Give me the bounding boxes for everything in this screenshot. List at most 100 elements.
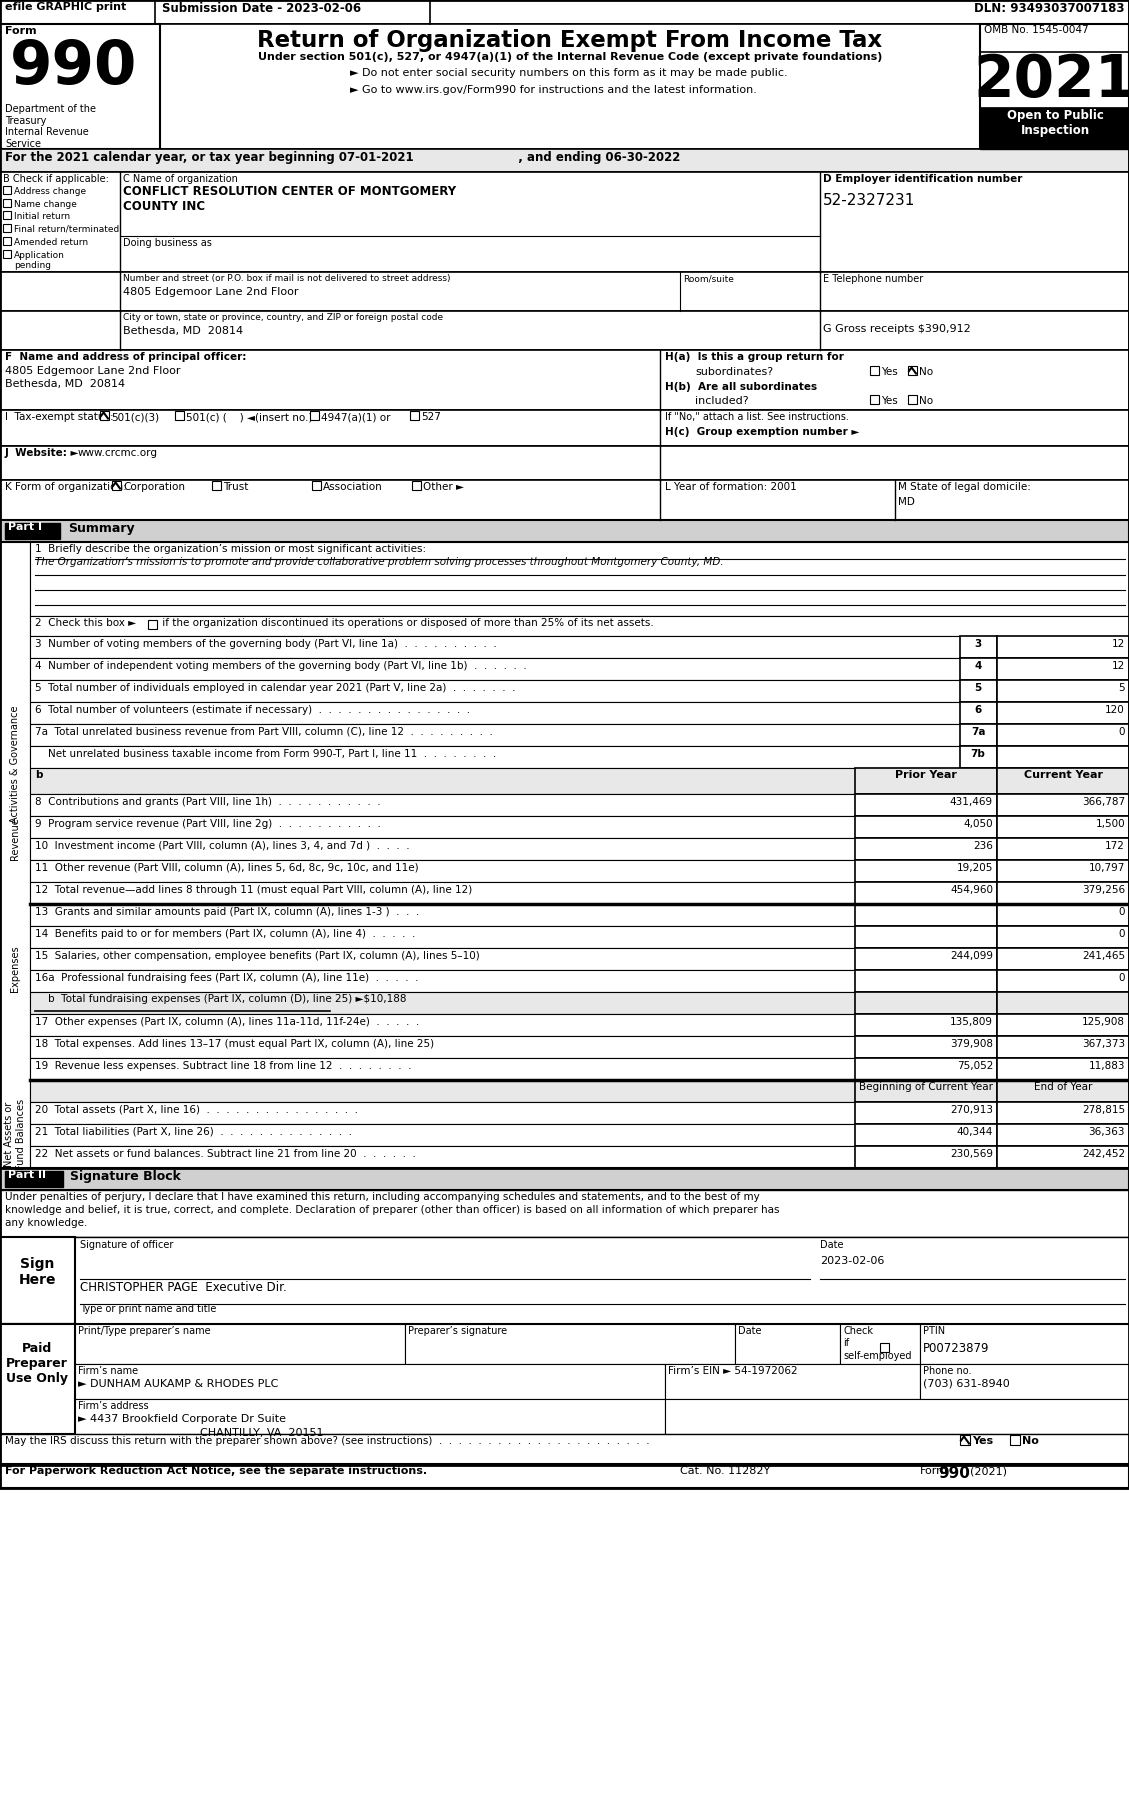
Text: P00723879: P00723879 [924,1342,989,1355]
Text: 11,883: 11,883 [1088,1061,1124,1070]
Text: 10  Investment income (Part VIII, column (A), lines 3, 4, and 7d )  .  .  .  .: 10 Investment income (Part VIII, column … [35,842,410,851]
Text: No: No [919,395,934,406]
Text: Initial return: Initial return [14,212,70,221]
Bar [0,1324,75,1435]
Bar [855,903,997,925]
Bar [410,412,419,421]
Text: Part I: Part I [8,522,42,532]
Text: b: b [35,769,43,780]
Bar [0,1237,1129,1324]
Text: 5: 5 [1119,684,1124,693]
Text: if the organization discontinued its operations or disposed of more than 25% of : if the organization discontinued its ope… [159,619,654,628]
Bar [30,542,1129,617]
Text: 270,913: 270,913 [949,1105,994,1116]
Bar [855,860,997,882]
Text: 20  Total assets (Part X, line 16)  .  .  .  .  .  .  .  .  .  .  .  .  .  .  . : 20 Total assets (Part X, line 16) . . . … [35,1105,358,1116]
Text: 278,815: 278,815 [1082,1105,1124,1116]
Bar [855,1101,997,1125]
Text: 367,373: 367,373 [1082,1039,1124,1048]
Text: Amended return: Amended return [14,238,88,247]
Text: B Check if applicable:: B Check if applicable: [3,174,108,183]
Bar [855,992,997,1014]
Text: 2  Check this box ►: 2 Check this box ► [35,619,137,628]
Text: Sign
Here: Sign Here [18,1257,55,1288]
Bar [30,746,960,767]
Text: For the 2021 calendar year, or tax year beginning 07-01-2021: For the 2021 calendar year, or tax year … [5,151,413,163]
Bar [997,992,1129,1014]
Text: 7a  Total unrelated business revenue from Part VIII, column (C), line 12  .  .  : 7a Total unrelated business revenue from… [35,727,493,736]
Text: K Form of organization:: K Form of organization: [5,483,126,492]
Bar [30,1101,855,1125]
Text: Form: Form [5,25,36,36]
Text: 2021: 2021 [974,53,1129,109]
Text: Submission Date - 2023-02-06: Submission Date - 2023-02-06 [161,2,361,15]
Text: Expenses: Expenses [10,945,20,992]
Text: Preparer’s signature: Preparer’s signature [408,1326,507,1335]
Bar [30,970,855,992]
Bar [30,816,855,838]
Text: Cat. No. 11282Y: Cat. No. 11282Y [680,1466,770,1477]
Bar [0,350,1129,410]
Text: F  Name and address of principal officer:: F Name and address of principal officer: [5,352,246,363]
Text: , and ending 06-30-2022: , and ending 06-30-2022 [510,151,681,163]
Bar [0,172,1129,272]
Text: 36,363: 36,363 [1088,1126,1124,1137]
Text: If "No," attach a list. See instructions.: If "No," attach a list. See instructions… [665,412,849,423]
Text: No: No [919,366,934,377]
Text: Other ►: Other ► [423,483,464,492]
Bar [997,1036,1129,1058]
Text: (703) 631-8940: (703) 631-8940 [924,1379,1009,1390]
Bar [0,1464,1129,1487]
Bar [855,949,997,970]
Text: 241,465: 241,465 [1082,951,1124,961]
Text: Trust: Trust [224,483,248,492]
Text: 0: 0 [1119,727,1124,736]
Bar [100,412,110,421]
Text: Net unrelated business taxable income from Form 990-T, Part I, line 11  .  .  . : Net unrelated business taxable income fr… [35,749,497,758]
Text: H(a)  Is this a group return for: H(a) Is this a group return for [665,352,843,363]
Bar [30,1036,855,1058]
Text: 7b: 7b [971,749,986,758]
Bar [840,1324,920,1364]
Text: No: No [1022,1437,1039,1446]
Bar [0,1435,1129,1464]
Bar [908,395,917,405]
Bar [0,542,30,1194]
Text: Summary: Summary [68,522,134,535]
Text: 9  Program service revenue (Part VIII, line 2g)  .  .  .  .  .  .  .  .  .  .  .: 9 Program service revenue (Part VIII, li… [35,818,380,829]
Text: 19,205: 19,205 [956,863,994,873]
Bar [75,1324,405,1364]
Text: (2021): (2021) [970,1466,1007,1477]
Bar [997,1125,1129,1146]
Text: 75,052: 75,052 [956,1061,994,1070]
Bar [30,767,960,795]
Text: 120: 120 [1105,706,1124,715]
Bar [997,1101,1129,1125]
Bar [30,680,960,702]
Text: ► 4437 Brookfield Corporate Dr Suite: ► 4437 Brookfield Corporate Dr Suite [78,1413,286,1424]
Text: 6: 6 [974,706,981,715]
Bar [3,187,11,194]
Bar [665,1399,1129,1435]
Text: 4,050: 4,050 [963,818,994,829]
Text: 125,908: 125,908 [1082,1018,1124,1027]
Text: 1  Briefly describe the organization’s mission or most significant activities:: 1 Briefly describe the organization’s mi… [35,544,426,553]
Bar [3,238,11,245]
Bar [3,223,11,232]
Text: 4  Number of independent voting members of the governing body (Part VI, line 1b): 4 Number of independent voting members o… [35,660,527,671]
Bar [30,1058,855,1079]
Text: included?: included? [695,395,749,406]
Text: 431,469: 431,469 [949,796,994,807]
Text: 16a  Professional fundraising fees (Part IX, column (A), line 11e)  .  .  .  .  : 16a Professional fundraising fees (Part … [35,972,419,983]
Bar [908,366,917,375]
Bar [412,481,421,490]
Text: City or town, state or province, country, and ZIP or foreign postal code: City or town, state or province, country… [123,314,443,323]
Text: 0: 0 [1119,929,1124,940]
Text: b  Total fundraising expenses (Part IX, column (D), line 25) ►$10,188: b Total fundraising expenses (Part IX, c… [35,994,406,1003]
Text: Firm’s name: Firm’s name [78,1366,138,1377]
Text: Prior Year: Prior Year [895,769,957,780]
Bar [920,1364,1129,1399]
Text: 0: 0 [1119,907,1124,918]
Bar [30,724,960,746]
Bar [0,1324,1129,1435]
